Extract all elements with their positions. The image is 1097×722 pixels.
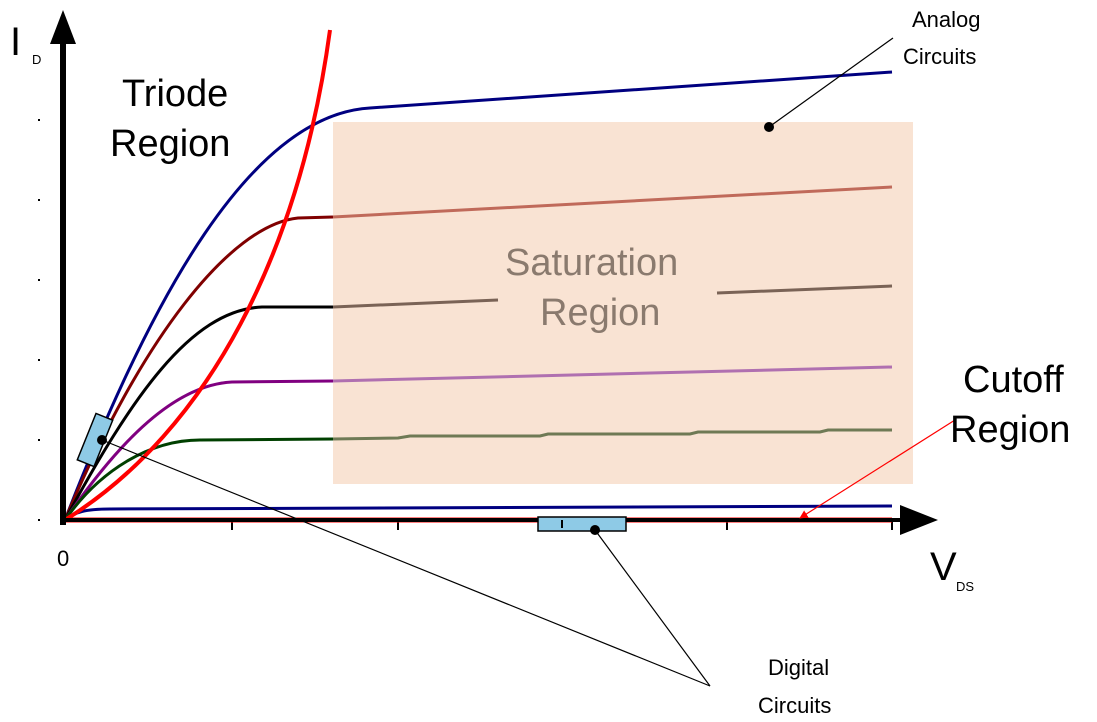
origin-label: 0 — [57, 546, 69, 571]
triode-saturation-boundary — [63, 29, 332, 522]
cutoff-label-line2: Region — [950, 409, 1070, 451]
digital-dot-triode — [97, 435, 107, 445]
x-axis-arrowhead — [900, 505, 938, 535]
analog-dot — [764, 122, 774, 132]
y-axis-ticks — [38, 119, 40, 521]
x-axis-label-sub: DS — [956, 579, 974, 594]
analog-label-line2: Circuits — [903, 44, 976, 69]
curve-4-triode — [63, 379, 334, 521]
digital-pointer-2 — [594, 529, 711, 687]
digital-dot-cutoff — [590, 525, 600, 535]
digital-box-cutoff — [537, 516, 627, 532]
analog-pointer — [768, 37, 894, 128]
triode-label-line2: Region — [110, 123, 230, 165]
digital-label-line1: Digital — [768, 655, 829, 680]
curve-4-saturation — [332, 365, 893, 383]
x-axis-label: V — [930, 545, 957, 589]
y-axis-arrowhead — [50, 10, 76, 44]
cutoff-arrow — [799, 419, 956, 519]
curve-2-saturation — [332, 185, 893, 219]
analog-label-line1: Analog — [912, 7, 981, 32]
saturation-label-line2: Region — [540, 292, 660, 334]
digital-label-line2: Circuits — [758, 693, 831, 718]
saturation-label-line1: Saturation — [505, 242, 678, 284]
curve-3-saturation-left — [332, 298, 499, 309]
y-axis-label: I — [10, 20, 21, 64]
curve-5-triode — [63, 437, 334, 521]
triode-label-line1: Triode — [122, 73, 228, 115]
curve-5-saturation — [332, 428, 892, 441]
digital-box-triode — [76, 412, 114, 468]
cutoff-label-line1: Cutoff — [963, 359, 1064, 401]
y-axis-label-sub: D — [32, 52, 41, 67]
curve-3-triode — [63, 305, 333, 521]
curve-3-saturation-right — [716, 284, 893, 295]
digital-pointer-1 — [101, 439, 711, 687]
